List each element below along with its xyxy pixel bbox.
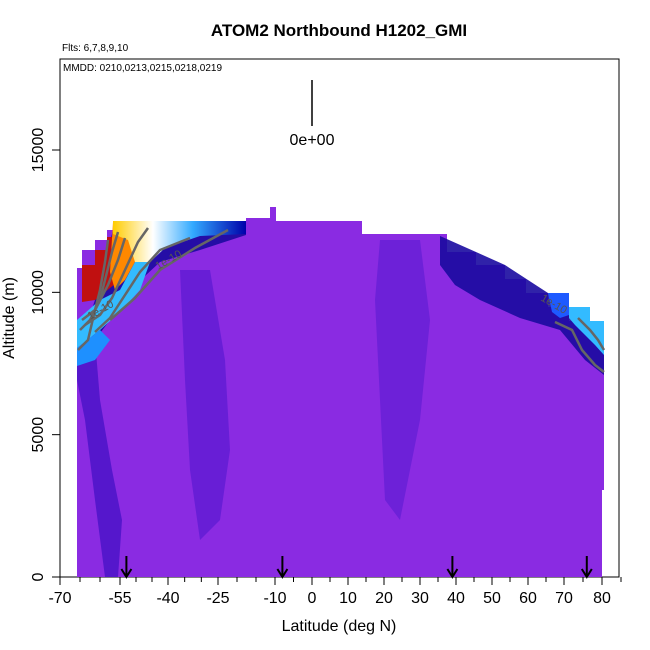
x-axis: -70 -55 -40 -25 -10 0 10 20 30 40 50 60 70 80 [48,577,622,607]
contour-line-1 [77,239,110,351]
y-tick-label: 10000 [30,270,47,315]
x-tick-label: 50 [483,590,501,607]
flight-marker-arrow [120,556,133,579]
y-axis: 0 5000 10000 15000 [30,128,60,581]
chart-title: ATOM2 Northbound H1202_GMI [211,21,467,40]
x-tick-label: 80 [593,590,611,607]
x-tick-label: 60 [519,590,537,607]
x-axis-label: Latitude (deg N) [282,618,397,635]
flights-note: Flts: 6,7,8,9,10 [62,43,129,54]
contour-line-5 [94,236,191,333]
contour-line-north-2 [577,317,606,351]
y-axis-label: Altitude (m) [1,277,18,359]
x-tick-label: 10 [339,590,357,607]
heatmap-mid-streak-1 [180,270,230,540]
flight-marker-head [446,568,459,579]
y-tick-label: 15000 [30,128,47,173]
x-tick-label: 20 [375,590,393,607]
heatmap-dark-band-south [77,340,122,577]
x-tick-label: 40 [447,590,465,607]
x-tick-label: -55 [108,590,131,607]
x-tick-label: 0 [308,590,317,607]
heatmap-high-lightblue-south [77,330,110,366]
scale-label: 0e+00 [290,132,335,149]
flight-marker-arrow [580,556,593,579]
contour-lines [77,227,606,373]
flight-marker-head [580,568,593,579]
y-tick-label: 5000 [30,417,47,453]
x-tick-label: -70 [48,590,71,607]
x-tick-label: -25 [206,590,229,607]
x-tick-label: -10 [263,590,286,607]
y-tick-label: 0 [30,572,47,581]
heatmap-mid-streak-2 [375,240,430,520]
heatmap-area: 1e-10 1e-10 1e-10 [77,207,606,577]
flight-markers [120,556,593,579]
flight-marker-head [276,568,289,579]
flight-marker-arrow [446,556,459,579]
contour-line-4 [84,227,150,327]
x-tick-label: 70 [555,590,573,607]
contour-line-3 [81,237,127,321]
flight-marker-head [120,568,133,579]
x-tick-label: 30 [411,590,429,607]
contour-line-6 [109,228,229,321]
x-tick-label: -40 [156,590,179,607]
dates-note: MMDD: 0210,0213,0215,0218,0219 [63,63,222,74]
flight-marker-arrow [276,556,289,579]
contour-line-north-1 [554,320,605,373]
heatmap-high-north-blue [548,293,569,318]
heatmap-dark-band-north [440,236,604,375]
